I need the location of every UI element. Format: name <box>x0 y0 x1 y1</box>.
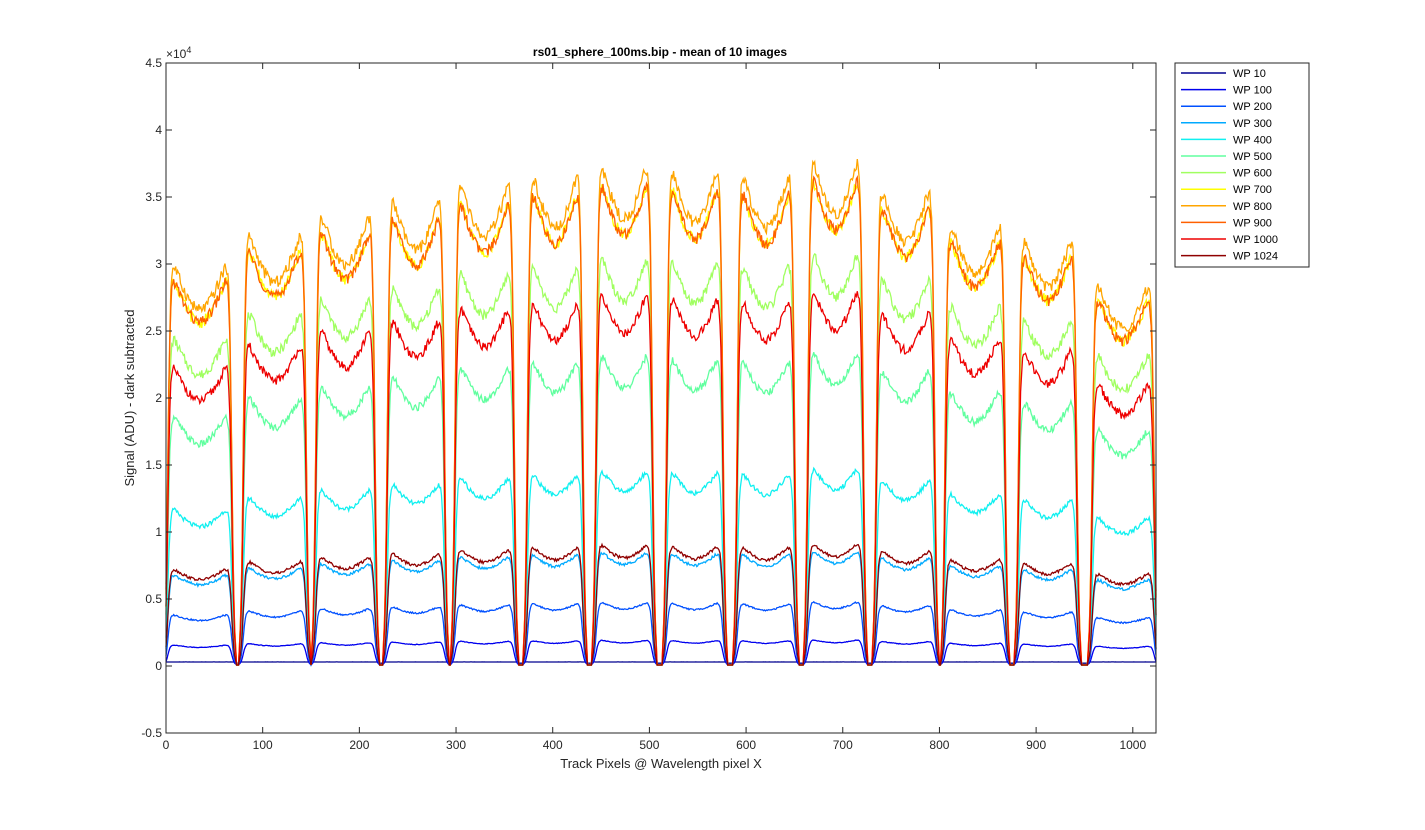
y-tick-label: 0 <box>155 659 162 673</box>
legend-entry: WP 300 <box>1233 118 1272 130</box>
chart-title: rs01_sphere_100ms.bip - mean of 10 image… <box>533 45 787 59</box>
y-axis-label: Signal (ADU) - dark subtracted <box>122 309 137 486</box>
y-tick-label: 1 <box>155 525 162 539</box>
y-axis-exponent: ×104 <box>166 45 191 61</box>
legend-entry: WP 700 <box>1233 184 1272 196</box>
y-tick-label: 2 <box>155 391 162 405</box>
y-axis-ticks: -0.5 0 0.5 1 1.5 2 2.5 3 3.5 4 4.5 <box>141 56 1156 740</box>
x-tick-label: 800 <box>929 738 949 752</box>
x-tick-label: 200 <box>349 738 369 752</box>
plot-area <box>166 63 1156 733</box>
y-tick-label: 1.5 <box>145 458 162 472</box>
legend: WP 10 WP 100 WP 200 WP 300 WP 400 WP 500 WP 60… <box>1174 62 1310 268</box>
x-tick-label: 700 <box>833 738 853 752</box>
y-tick-label: -0.5 <box>141 726 162 740</box>
legend-entry: WP 500 <box>1233 151 1272 163</box>
x-tick-label: 500 <box>639 738 659 752</box>
legend-entry: WP 100 <box>1233 85 1272 97</box>
legend-entry: WP 1000 <box>1233 234 1278 246</box>
x-tick-label: 100 <box>253 738 273 752</box>
y-tick-label: 3 <box>155 257 162 271</box>
y-tick-label: 4.5 <box>145 56 162 70</box>
y-exponent-base: ×10 <box>166 47 187 61</box>
x-tick-label: 300 <box>446 738 466 752</box>
y-tick-label: 4 <box>155 123 162 137</box>
legend-entry: WP 400 <box>1233 134 1272 146</box>
legend-entry: WP 200 <box>1233 101 1272 113</box>
y-tick-label: 0.5 <box>145 592 162 606</box>
y-tick-label: 3.5 <box>145 190 162 204</box>
x-tick-label: 0 <box>163 738 170 752</box>
legend-entry: WP 600 <box>1233 168 1272 180</box>
y-exponent-power: 4 <box>186 45 191 55</box>
x-axis-ticks: 0 100 200 300 400 500 600 700 800 900 1000 <box>163 63 1146 752</box>
series-line <box>165 542 1157 666</box>
legend-entry: WP 1024 <box>1233 251 1278 263</box>
x-tick-label: 400 <box>543 738 563 752</box>
y-tick-label: 2.5 <box>145 324 162 338</box>
legend-box <box>1174 62 1310 268</box>
x-axis-label: Track Pixels @ Wavelength pixel X <box>560 756 762 771</box>
series-layer <box>165 159 1157 667</box>
x-tick-label: 900 <box>1026 738 1046 752</box>
legend-entry: WP 10 <box>1233 68 1266 80</box>
legend-entry: WP 800 <box>1233 201 1272 213</box>
legend-entry: WP 900 <box>1233 217 1272 229</box>
series-line <box>166 661 1156 664</box>
x-tick-label: 1000 <box>1119 738 1146 752</box>
x-tick-label: 600 <box>736 738 756 752</box>
